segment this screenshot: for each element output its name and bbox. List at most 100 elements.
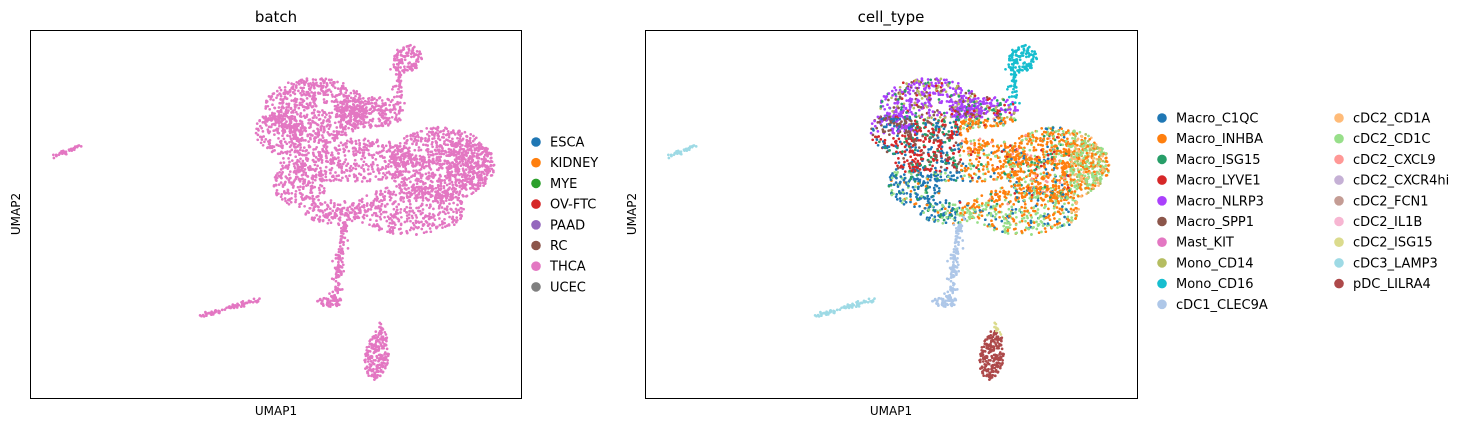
scatter-point xyxy=(285,126,289,130)
scatter-point xyxy=(427,134,431,138)
scatter-point xyxy=(315,195,318,199)
scatter-point xyxy=(429,230,433,234)
scatter-point xyxy=(912,89,915,93)
scatter-point xyxy=(454,178,458,181)
scatter-point xyxy=(331,136,335,140)
scatter-point xyxy=(446,159,450,163)
scatter-point xyxy=(258,124,262,128)
scatter-point xyxy=(950,136,954,140)
scatter-point xyxy=(338,165,341,169)
scatter-point xyxy=(364,358,367,362)
scatter-point xyxy=(918,92,921,96)
scatter-point xyxy=(348,174,351,178)
scatter-point xyxy=(451,186,455,189)
panel-cell-type-title: cell_type xyxy=(858,8,925,27)
scatter-point xyxy=(325,113,328,116)
scatter-point xyxy=(365,109,369,113)
scatter-point xyxy=(443,179,446,182)
scatter-point xyxy=(926,78,930,81)
scatter-point xyxy=(455,184,459,187)
scatter-point xyxy=(402,71,406,74)
scatter-point xyxy=(418,168,421,172)
scatter-point xyxy=(392,103,395,107)
scatter-point xyxy=(337,106,341,109)
scatter-point xyxy=(439,180,442,184)
scatter-point xyxy=(337,250,341,254)
scatter-point xyxy=(905,139,908,143)
scatter-point xyxy=(320,299,324,303)
scatter-point xyxy=(415,50,419,53)
scatter-point xyxy=(416,139,420,142)
scatter-point xyxy=(461,159,465,163)
scatter-point xyxy=(276,127,280,131)
scatter-point xyxy=(281,170,284,174)
scatter-point xyxy=(54,153,58,157)
scatter-point xyxy=(1003,103,1006,107)
scatter-point xyxy=(429,153,433,157)
scatter-point xyxy=(289,137,293,141)
scatter-point xyxy=(295,122,299,126)
scatter-point xyxy=(892,122,896,125)
scatter-point xyxy=(312,153,315,156)
scatter-point xyxy=(396,163,400,167)
scatter-point xyxy=(285,201,289,205)
scatter-point xyxy=(337,260,340,264)
scatter-point xyxy=(283,117,287,121)
scatter-point xyxy=(311,78,315,81)
scatter-point xyxy=(358,142,362,145)
scatter-point xyxy=(325,89,328,93)
scatter-point xyxy=(336,290,340,293)
scatter-point xyxy=(283,197,287,200)
scatter-point xyxy=(275,176,279,180)
scatter-point xyxy=(319,170,322,174)
scatter-point xyxy=(380,227,384,231)
scatter-point xyxy=(421,194,425,198)
scatter-point xyxy=(338,159,342,163)
scatter-point xyxy=(425,127,429,130)
scatter-point xyxy=(458,142,462,146)
scatter-point xyxy=(232,306,236,310)
scatter-point xyxy=(300,132,304,136)
scatter-point xyxy=(416,60,420,63)
scatter-point xyxy=(431,140,434,144)
scatter-point xyxy=(409,226,413,230)
scatter-point xyxy=(338,256,342,260)
scatter-point xyxy=(395,205,399,209)
scatter-point xyxy=(473,148,477,152)
scatter-point xyxy=(433,173,437,177)
scatter-point xyxy=(477,174,481,178)
scatter-point xyxy=(340,130,343,134)
scatter-point xyxy=(384,333,388,336)
scatter-point xyxy=(373,97,376,100)
scatter-point xyxy=(446,138,450,142)
scatter-point xyxy=(291,114,294,118)
scatter-point xyxy=(398,186,402,190)
scatter-point xyxy=(897,137,901,141)
scatter-point xyxy=(302,105,305,108)
scatter-point xyxy=(264,138,268,141)
scatter-point xyxy=(450,170,454,174)
scatter-point xyxy=(369,338,372,342)
scatter-point xyxy=(424,172,428,176)
scatter-point xyxy=(324,213,328,216)
scatter-point xyxy=(356,107,359,111)
scatter-point xyxy=(308,136,312,140)
scatter-point xyxy=(942,127,946,131)
scatter-point xyxy=(349,91,353,95)
scatter-point xyxy=(339,227,343,230)
scatter-point xyxy=(367,374,371,378)
scatter-point xyxy=(905,111,908,114)
scatter-point xyxy=(469,186,473,190)
scatter-point xyxy=(422,143,425,147)
scatter-point xyxy=(276,115,280,118)
scatter-point xyxy=(391,202,395,206)
scatter-point xyxy=(436,179,439,183)
scatter-point xyxy=(378,341,381,344)
scatter-point xyxy=(420,227,424,231)
scatter-point xyxy=(394,116,398,119)
scatter-point xyxy=(349,112,352,115)
scatter-point xyxy=(436,213,440,217)
scatter-point xyxy=(923,132,927,136)
scatter-point xyxy=(252,297,256,301)
scatter-point xyxy=(432,207,435,211)
